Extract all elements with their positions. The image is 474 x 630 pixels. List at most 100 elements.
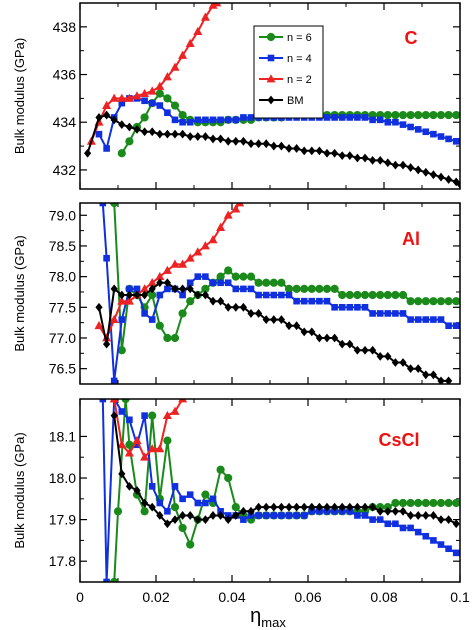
series-bm-point bbox=[353, 502, 361, 512]
series-bm-point bbox=[277, 502, 285, 512]
series-n-6-line bbox=[113, 203, 457, 351]
series-n-4-point bbox=[156, 291, 164, 299]
series-n-4-point bbox=[186, 279, 194, 287]
series-n-2-point bbox=[162, 265, 172, 274]
series-n-6-point bbox=[421, 110, 430, 120]
series-n-4-point bbox=[194, 499, 202, 507]
series-bm-point bbox=[437, 376, 445, 384]
series-bm-point bbox=[270, 502, 278, 512]
series-n-6-point bbox=[117, 149, 126, 158]
series-n-6-point bbox=[201, 284, 210, 293]
legend-item-n-4-marker bbox=[267, 54, 275, 62]
plot-frame bbox=[79, 398, 461, 583]
series-n-6-point bbox=[231, 503, 240, 512]
series-bm-point bbox=[110, 411, 118, 421]
series-n-6-point bbox=[163, 94, 172, 103]
series-n-4-point bbox=[148, 483, 156, 490]
series-bm-line bbox=[113, 415, 457, 526]
series-n-4-point bbox=[262, 512, 270, 519]
series-n-2-point bbox=[178, 259, 188, 268]
plot-area bbox=[99, 399, 460, 582]
series-n-6-point bbox=[345, 290, 354, 300]
series-n-4-point bbox=[323, 114, 331, 121]
series-n-4-point bbox=[316, 297, 323, 305]
series-n-6-point bbox=[436, 297, 446, 306]
series-n-4-point bbox=[399, 310, 407, 317]
series-n-2-point bbox=[109, 93, 119, 102]
series-n-4-point bbox=[262, 291, 270, 299]
series-n-6-point bbox=[414, 297, 423, 306]
series-bm-point bbox=[300, 146, 308, 156]
series-bm-point bbox=[407, 511, 415, 520]
series-n-6-point bbox=[110, 203, 119, 208]
series-n-2-point bbox=[94, 320, 104, 330]
series-bm-point bbox=[163, 129, 171, 139]
series-bm-point bbox=[384, 506, 392, 516]
series-n-6-point bbox=[444, 498, 453, 508]
series-bm-point bbox=[445, 175, 453, 184]
series-n-6-point bbox=[307, 284, 316, 293]
series-n-4-point bbox=[293, 512, 300, 519]
series-n-4-point bbox=[361, 512, 369, 519]
series-n-2-point bbox=[178, 50, 188, 59]
y-tick-label: 77.5 bbox=[49, 299, 76, 315]
series-n-4-point bbox=[331, 304, 338, 311]
series-n-6-point bbox=[414, 110, 423, 120]
series-bm-point bbox=[217, 511, 225, 520]
series-n-2-point bbox=[117, 296, 127, 305]
series-bm-point bbox=[239, 506, 247, 516]
series-n-4-point bbox=[255, 291, 262, 299]
series-bm-point bbox=[262, 139, 270, 149]
y-tick-label: 79.0 bbox=[49, 207, 76, 223]
series-bm-point bbox=[369, 502, 377, 512]
series-n-6-point bbox=[216, 465, 225, 474]
series-n-4-point bbox=[384, 118, 392, 126]
series-n-4-point bbox=[133, 285, 141, 293]
series-bm-point bbox=[437, 172, 445, 182]
series-bm-point bbox=[308, 327, 316, 337]
series-bm-point bbox=[224, 302, 232, 312]
series-bm-point bbox=[376, 155, 384, 165]
series-n-4-point bbox=[407, 524, 414, 532]
legend-box bbox=[253, 25, 324, 119]
series-bm-point bbox=[141, 498, 149, 508]
series-n-4-point bbox=[369, 116, 376, 124]
series-n-2-point bbox=[216, 222, 226, 231]
series-n-6-point bbox=[262, 278, 271, 287]
series-bm-point bbox=[163, 278, 171, 288]
series-n-4-point bbox=[392, 118, 399, 126]
series-n-6-point bbox=[421, 498, 430, 508]
series-n-4-point bbox=[361, 114, 369, 121]
series-n-4-point bbox=[399, 524, 407, 532]
series-bm-point bbox=[399, 160, 407, 170]
panel-al: 76.5 77.0 77.5 78.0 78.5 79.0 Bulk modulus (GP… bbox=[12, 202, 461, 385]
series-n-4-point bbox=[217, 279, 224, 287]
series-n-2-point bbox=[132, 435, 142, 444]
series-n-4-point bbox=[148, 99, 156, 107]
legend-item-bm-label: BM bbox=[287, 95, 304, 107]
series-n-4-point bbox=[430, 316, 437, 323]
series-n-2-point bbox=[117, 93, 127, 102]
series-bm-point bbox=[414, 511, 422, 520]
legend-item-n-2-label: n = 2 bbox=[287, 74, 312, 86]
series-n-6-point bbox=[444, 297, 453, 306]
legend-item-n-2-marker bbox=[266, 74, 276, 83]
y-tick-label: 18.1 bbox=[49, 428, 76, 444]
series-n-6-point bbox=[429, 498, 438, 508]
y-tick-label: 17.9 bbox=[49, 512, 76, 528]
series-bm-point bbox=[300, 502, 308, 512]
series-n-4-point bbox=[186, 491, 194, 498]
series-n-4-point bbox=[255, 512, 262, 519]
series-n-2-point bbox=[109, 314, 119, 323]
series-n-4-point bbox=[452, 322, 460, 330]
series-n-4-point bbox=[103, 145, 110, 152]
series-n-4-point bbox=[369, 516, 376, 523]
series-bm-point bbox=[141, 290, 149, 300]
series-bm-point bbox=[346, 151, 354, 161]
series-bm-point bbox=[422, 511, 430, 520]
series-n-2-point bbox=[140, 452, 150, 461]
series-bm-point bbox=[239, 302, 247, 312]
series-bm-point bbox=[125, 290, 133, 300]
series-bm-point bbox=[338, 151, 346, 161]
series-n-4-point bbox=[399, 121, 407, 128]
